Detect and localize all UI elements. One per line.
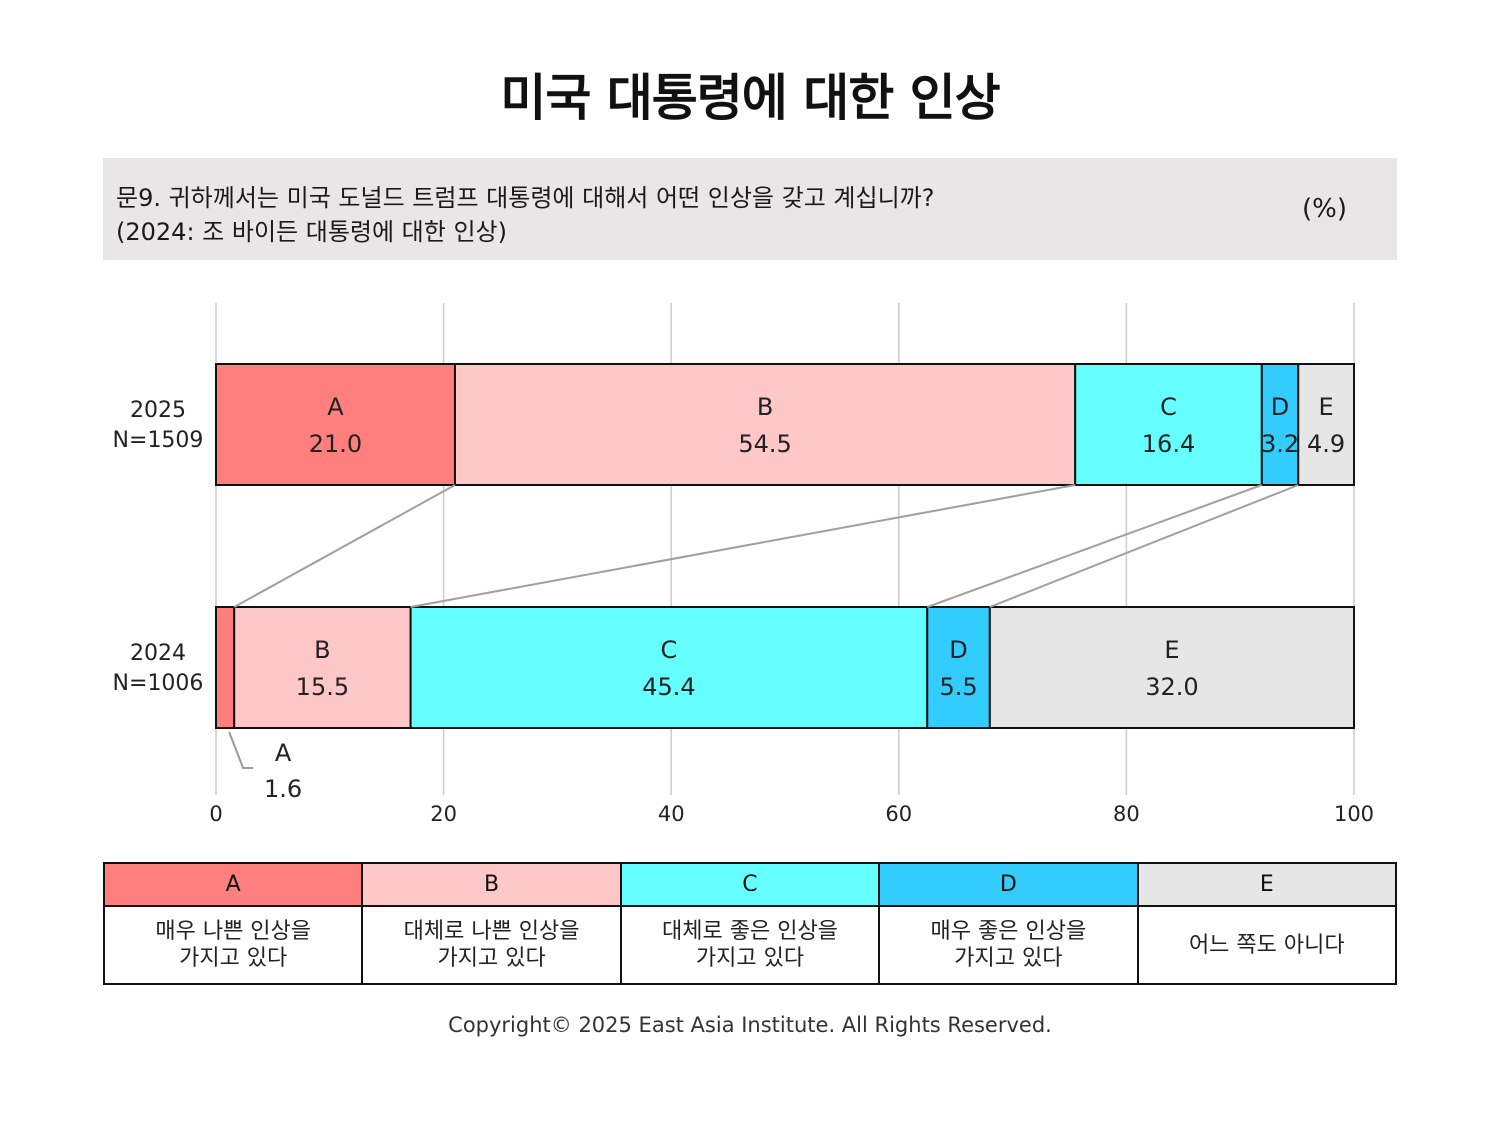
row-label-year: 2024 (130, 641, 186, 666)
legend-desc-d: 매우 좋은 인상을 가지고 있다 (878, 905, 1139, 985)
segment-value-label: 4.9 (1307, 430, 1345, 458)
legend-desc-b: 대체로 나쁜 인상을 가지고 있다 (361, 905, 622, 985)
legend-key-d: D (878, 862, 1139, 907)
segment-value-label: 45.4 (642, 673, 695, 701)
legend-key-c: C (619, 862, 881, 907)
legend-desc-e: 어느 쪽도 아니다 (1136, 905, 1398, 985)
x-tick-label: 60 (885, 802, 912, 826)
legend-desc-c: 대체로 좋은 인상을 가지고 있다 (619, 905, 881, 985)
row-label-n: N=1006 (113, 671, 204, 696)
copyright-text: Copyright© 2025 East Asia Institute. All… (448, 1013, 1052, 1037)
segment-value-label: 1.6 (264, 775, 302, 803)
x-tick-label: 80 (1113, 802, 1140, 826)
row-label-n: N=1509 (113, 428, 204, 453)
segment-key-label: E (1319, 393, 1334, 421)
bar-segment-c (1074, 363, 1263, 486)
question-text: 문9. 귀하께서는 미국 도널드 트럼프 대통령에 대해서 어떤 인상을 갖고 … (116, 184, 935, 212)
segment-key-label: D (949, 636, 967, 664)
segment-value-label: 3.2 (1261, 430, 1299, 458)
segment-value-label: 5.5 (939, 673, 977, 701)
segment-value-label: 32.0 (1145, 673, 1198, 701)
legend-key-e: E (1136, 862, 1398, 907)
segment-value-label: 16.4 (1142, 430, 1195, 458)
x-tick-label: 20 (430, 802, 457, 826)
legend-key-b: B (361, 862, 622, 907)
x-tick-label: 100 (1334, 802, 1374, 826)
bar-segment-a (215, 363, 456, 486)
unit-label: (%) (1302, 194, 1347, 224)
bar-segment-e (988, 606, 1356, 729)
connector-line (233, 484, 456, 608)
segment-key-label: B (757, 393, 773, 421)
x-tick-label: 0 (209, 802, 222, 826)
segment-key-label: D (1271, 393, 1289, 421)
segment-value-label: 15.5 (296, 673, 349, 701)
segment-key-label: B (314, 636, 330, 664)
segment-value-label: 54.5 (738, 430, 791, 458)
bar-segment-d (926, 606, 991, 729)
bar-segment-e (1297, 363, 1356, 486)
bar-segment-c (409, 606, 929, 729)
legend-table: A B C D E 매우 나쁜 인상을 가지고 있다 대체로 나쁜 인상을 가지… (102, 862, 1398, 985)
bar-segment-b (233, 606, 412, 729)
row-label-year: 2025 (130, 398, 186, 423)
question-note: (2024: 조 바이든 대통령에 대한 인상) (116, 218, 507, 246)
connector-line (926, 484, 1263, 608)
bar-segment-a (215, 606, 236, 729)
connector-line (410, 484, 1076, 608)
segment-value-label: 21.0 (309, 430, 362, 458)
stacked-bar-chart: 0 20 40 60 80 100 2025 N=1509 2024 N=1006 A 21.0 B 54… (113, 303, 1374, 826)
callout-line (228, 731, 254, 769)
chart-title: 미국 대통령에 대한 인상 (500, 69, 1000, 127)
segment-key-label: C (1160, 393, 1177, 421)
segment-key-label: E (1164, 636, 1179, 664)
bar-segment-d (1260, 363, 1300, 486)
segment-key-label: A (327, 393, 344, 421)
bar-segment-b (453, 363, 1077, 486)
connector-line (989, 484, 1299, 608)
segment-key-label: A (275, 739, 292, 767)
x-tick-label: 40 (658, 802, 685, 826)
legend-desc-a: 매우 나쁜 인상을 가지고 있다 (102, 905, 364, 985)
legend-key-a: A (102, 862, 364, 907)
segment-key-label: C (661, 636, 678, 664)
question-box: 문9. 귀하께서는 미국 도널드 트럼프 대통령에 대해서 어떤 인상을 갖고 … (103, 158, 1397, 260)
